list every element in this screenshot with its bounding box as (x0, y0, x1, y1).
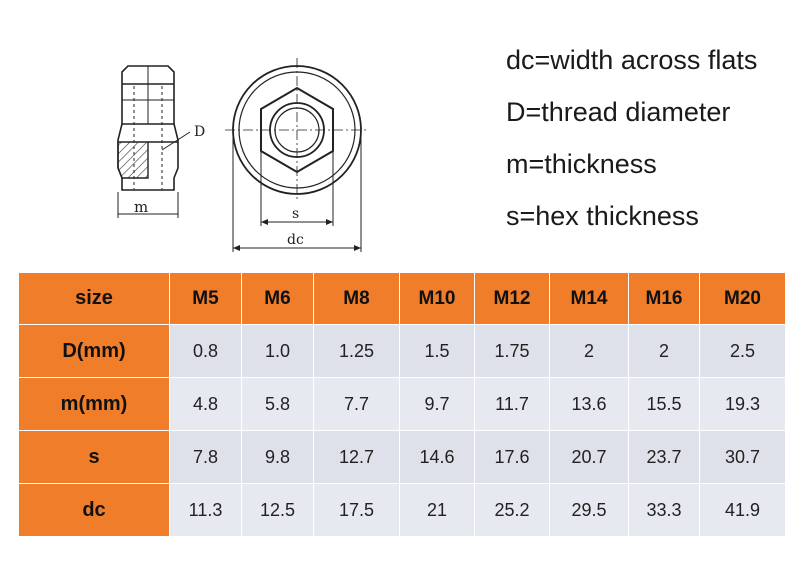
table-cell: 21 (399, 483, 475, 537)
row-label: D(mm) (18, 324, 170, 378)
column-header: M8 (313, 272, 400, 325)
column-header: M12 (474, 272, 550, 325)
table-cell: 23.7 (628, 430, 700, 484)
table-cell: 2 (628, 324, 700, 378)
table-row: s 7.8 9.8 12.7 14.6 17.6 20.7 23.7 30.7 (18, 430, 786, 484)
column-header: M20 (699, 272, 786, 325)
table-cell: 29.5 (549, 483, 629, 537)
legend-item-s: s=hex thickness (506, 201, 699, 231)
row-label: m(mm) (18, 377, 170, 431)
table-cell: 19.3 (699, 377, 786, 431)
header-label-size: size (18, 272, 170, 325)
table-cell: 25.2 (474, 483, 550, 537)
side-view-drawing (117, 65, 191, 218)
dimension-label-dc: dc (287, 232, 304, 248)
table-header-row: size M5 M6 M8 M10 M12 M14 M16 M20 (18, 272, 786, 325)
table-cell: 1.75 (474, 324, 550, 378)
table-cell: 12.7 (313, 430, 400, 484)
legend-item-m: m=thickness (506, 149, 657, 179)
row-label: dc (18, 483, 170, 537)
column-header: M10 (399, 272, 475, 325)
table-cell: 9.8 (241, 430, 314, 484)
size-spec-table: size M5 M6 M8 M10 M12 M14 M16 M20 D(mm) … (18, 272, 786, 537)
table-cell: 2 (549, 324, 629, 378)
technical-drawing: m D s dc (117, 58, 369, 252)
table-cell: 0.8 (169, 324, 242, 378)
table-cell: 7.7 (313, 377, 400, 431)
table-cell: 1.25 (313, 324, 400, 378)
top-view-drawing (225, 58, 369, 252)
table-cell: 5.8 (241, 377, 314, 431)
dimension-legend: dc=width across flats D=thread diameter … (506, 40, 757, 248)
table-cell: 11.7 (474, 377, 550, 431)
table-cell: 1.0 (241, 324, 314, 378)
table-cell: 1.5 (399, 324, 475, 378)
table-cell: 30.7 (699, 430, 786, 484)
table-row: D(mm) 0.8 1.0 1.25 1.5 1.75 2 2 2.5 (18, 324, 786, 378)
callout-label-D: D (194, 124, 205, 140)
table-cell: 7.8 (169, 430, 242, 484)
dimension-label-m: m (134, 198, 148, 216)
table-cell: 13.6 (549, 377, 629, 431)
row-label: s (18, 430, 170, 484)
table-cell: 17.6 (474, 430, 550, 484)
column-header: M5 (169, 272, 242, 325)
column-header: M6 (241, 272, 314, 325)
table-cell: 4.8 (169, 377, 242, 431)
column-header: M14 (549, 272, 629, 325)
table-cell: 33.3 (628, 483, 700, 537)
dimension-label-s: s (292, 206, 299, 222)
table-cell: 9.7 (399, 377, 475, 431)
table-row: dc 11.3 12.5 17.5 21 25.2 29.5 33.3 41.9 (18, 483, 786, 537)
column-header: M16 (628, 272, 700, 325)
table-cell: 20.7 (549, 430, 629, 484)
table-row: m(mm) 4.8 5.8 7.7 9.7 11.7 13.6 15.5 19.… (18, 377, 786, 431)
table-cell: 14.6 (399, 430, 475, 484)
legend-item-D: D=thread diameter (506, 97, 731, 127)
table-cell: 41.9 (699, 483, 786, 537)
table-cell: 2.5 (699, 324, 786, 378)
table-cell: 17.5 (313, 483, 400, 537)
table-cell: 12.5 (241, 483, 314, 537)
table-cell: 15.5 (628, 377, 700, 431)
table-cell: 11.3 (169, 483, 242, 537)
legend-item-dc: dc=width across flats (506, 45, 758, 75)
